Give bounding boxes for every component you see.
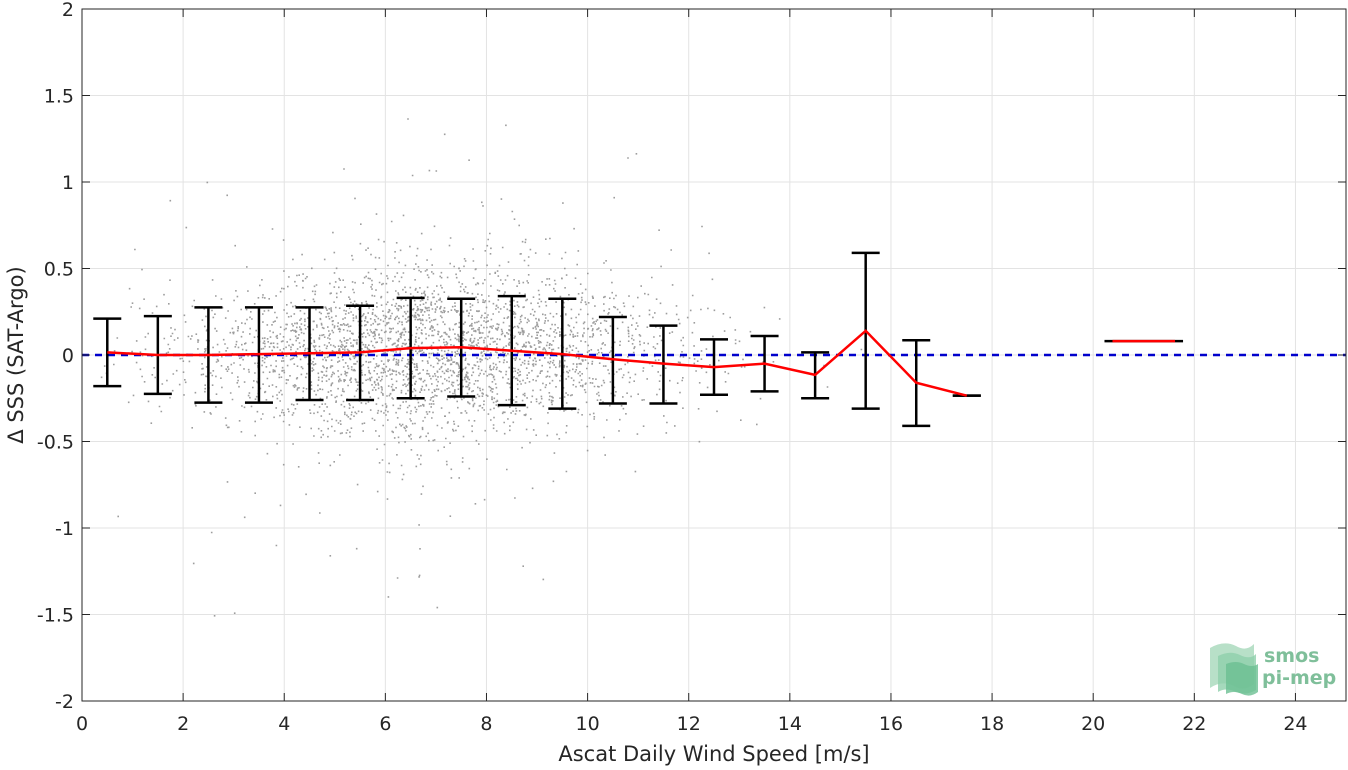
smos-pimep-logo: smos pi-mep (1210, 643, 1336, 696)
y-tick-label: -1 (55, 518, 74, 540)
y-tick-label: 1.5 (44, 86, 74, 108)
x-tick-label: 12 (677, 713, 701, 735)
x-tick-label: 18 (980, 713, 1004, 735)
x-tick-label: 10 (576, 713, 600, 735)
error-bars (93, 251, 1184, 428)
logo-line2: pi-mep (1262, 667, 1336, 689)
y-tick-label: 0.5 (44, 259, 74, 281)
x-tick-label: 4 (278, 713, 290, 735)
x-tick-label: 2 (177, 713, 189, 735)
y-tick-label: 0 (62, 345, 74, 367)
x-tick-label: 14 (778, 713, 802, 735)
y-tick-label: 2 (62, 0, 74, 21)
x-tick-label: 0 (76, 713, 88, 735)
x-tick-label: 24 (1283, 713, 1307, 735)
y-ticks: -2 -1.5 -1 -0.5 0 0.5 1 1.5 2 (37, 0, 1346, 713)
x-ticks: 0 2 4 6 8 10 12 14 16 18 20 22 24 (76, 9, 1308, 735)
y-tick-label: -1.5 (37, 605, 74, 627)
x-tick-label: 22 (1182, 713, 1206, 735)
mean-series-line (107, 329, 968, 397)
error-bar (93, 317, 122, 388)
y-tick-label: -2 (55, 691, 74, 713)
y-tick-label: -0.5 (37, 432, 74, 454)
logo-wave-icon (1210, 643, 1258, 696)
mean-line (107, 329, 1176, 397)
x-tick-label: 8 (480, 713, 492, 735)
logo-line1: smos (1264, 645, 1319, 667)
y-axis-title: Δ SSS (SAT-Argo) (4, 266, 28, 443)
x-tick-label: 6 (379, 713, 391, 735)
y-tick-label: 1 (62, 172, 74, 194)
x-axis-title: Ascat Daily Wind Speed [m/s] (558, 742, 869, 766)
x-tick-label: 20 (1081, 713, 1105, 735)
x-tick-label: 16 (879, 713, 903, 735)
